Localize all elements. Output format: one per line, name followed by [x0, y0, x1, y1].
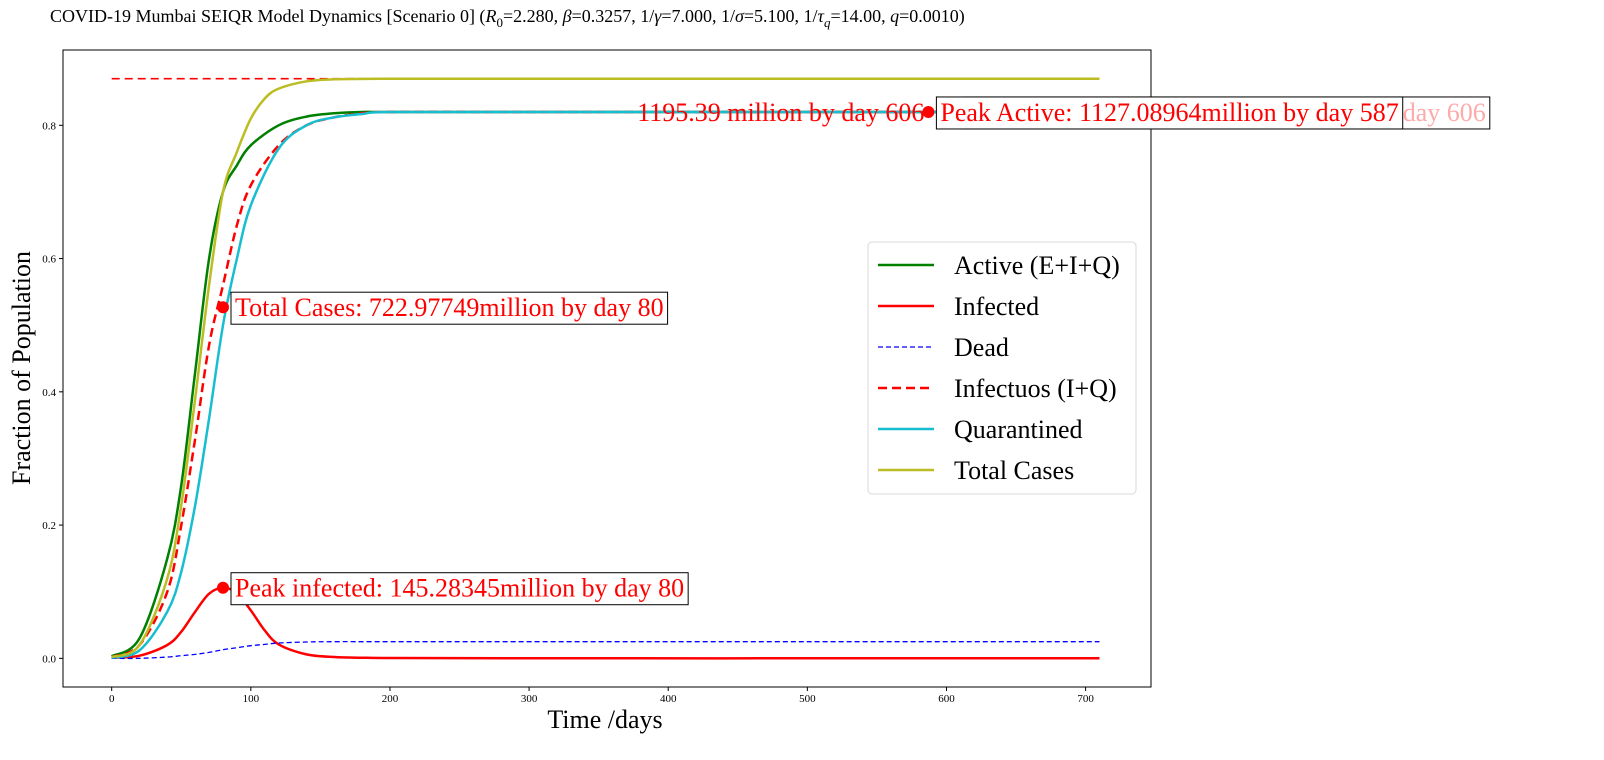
legend-label: Infectuos (I+Q)	[954, 374, 1117, 403]
title-sigma-value: =5.100, 1/	[744, 6, 818, 26]
title-q-symbol: q	[890, 6, 899, 26]
data-markers	[217, 105, 961, 594]
annotation-box	[230, 572, 689, 606]
annotations: Total Cases: 722.97749million by day 80 P…	[230, 96, 1491, 606]
x-tick-label: 700	[1077, 693, 1094, 705]
legend-frame	[867, 241, 1137, 495]
y-tick-label: 0.2	[42, 520, 56, 532]
series-lines	[111, 77, 1100, 660]
axis-ticks: 0 100 200 300 400 500 600 700 0.0 0.2 0.4 0.6 0.8	[42, 120, 1094, 705]
annotation-text: Peak Active: 1127.08964million by day 58…	[940, 98, 1398, 127]
annotation-text: Peak infected: 145.28345million by day 8…	[235, 574, 684, 603]
y-tick-label: 0.0	[42, 653, 56, 665]
y-tick-label: 0.6	[42, 254, 56, 266]
legend-entry-infected: Infected	[878, 292, 1039, 321]
title-gamma-symbol: γ	[654, 6, 662, 26]
series-line-quarantined	[111, 110, 1100, 659]
plot-area-frame	[62, 49, 1152, 688]
annotation-box	[230, 291, 669, 325]
title-tau-symbol: τ	[818, 6, 825, 26]
chart-title: COVID-19 Mumbai SEIQR Model Dynamics [Sc…	[50, 6, 965, 30]
legend-label: Total Cases	[954, 456, 1074, 485]
title-r0-subscript: 0	[496, 15, 503, 30]
x-tick-label: 500	[799, 693, 816, 705]
data-point-marker	[217, 581, 229, 594]
legend-entry-dead: Dead	[878, 333, 1009, 362]
legend-label: Infected	[954, 292, 1039, 321]
title-beta-symbol: β	[562, 6, 572, 26]
legend-label: Quarantined	[954, 415, 1083, 444]
legend: Active (E+I+Q) Infected Dead Infectuos (I+Q…	[867, 241, 1137, 495]
legend-items: Active (E+I+Q) Infected Dead Infectuos (I+Q…	[878, 251, 1120, 485]
annotation-text: 1195.39 million by day 606	[637, 98, 924, 127]
x-tick-label: 200	[382, 693, 399, 705]
title-gamma-value: =7.000, 1/	[661, 6, 735, 26]
y-tick-label: 0.4	[42, 387, 56, 399]
series-line-infected	[111, 586, 1100, 660]
title-tau-value: =14.00,	[830, 6, 890, 26]
x-tick-label: 100	[243, 693, 260, 705]
legend-label: Dead	[954, 333, 1009, 362]
y-tick-label: 0.8	[42, 120, 56, 132]
title-tau-subscript: q	[824, 15, 831, 30]
series-line-total-cases	[111, 77, 1100, 659]
y-axis-title: Fraction of Population	[7, 251, 36, 485]
x-tick-label: 300	[521, 693, 538, 705]
title-q-value: =0.0010)	[899, 6, 965, 27]
annotation-text: Total Cases: 722.97749million by day 80	[235, 293, 664, 322]
annotation-total-cases-722-97749million-b: Total Cases: 722.97749million by day 80	[230, 291, 669, 325]
series-line-dead	[111, 641, 1100, 660]
legend-entry-active-e-i-q: Active (E+I+Q)	[878, 251, 1120, 280]
annotation-peak-active-1127-08964million-: Peak Active: 1127.08964million by day 58…	[935, 96, 1404, 130]
legend-entry-infectuos-i-q: Infectuos (I+Q)	[878, 374, 1117, 403]
data-point-marker	[922, 105, 935, 118]
x-tick-label: 400	[660, 693, 677, 705]
title-sigma-symbol: σ	[735, 6, 745, 26]
legend-label: Active (E+I+Q)	[954, 251, 1120, 280]
x-axis-title: Time /days	[547, 705, 662, 734]
annotation-peak-infected-145-28345million: Peak infected: 145.28345million by day 8…	[230, 572, 689, 606]
data-point-marker	[217, 301, 229, 314]
x-tick-label: 600	[938, 693, 955, 705]
annotation-1195-39-million-by-day-606: 1195.39 million by day 606	[637, 98, 924, 127]
title-r0-symbol: R	[484, 6, 496, 26]
legend-entry-total-cases: Total Cases	[878, 456, 1074, 485]
annotation-box	[935, 96, 1404, 130]
title-prefix: COVID-19 Mumbai SEIQR Model Dynamics [Sc…	[50, 6, 485, 27]
title-r0-value: =2.280,	[503, 6, 563, 26]
legend-entry-quarantined: Quarantined	[878, 415, 1083, 444]
title-beta-value: =0.3257, 1/	[572, 6, 655, 26]
x-tick-label: 0	[109, 693, 115, 705]
